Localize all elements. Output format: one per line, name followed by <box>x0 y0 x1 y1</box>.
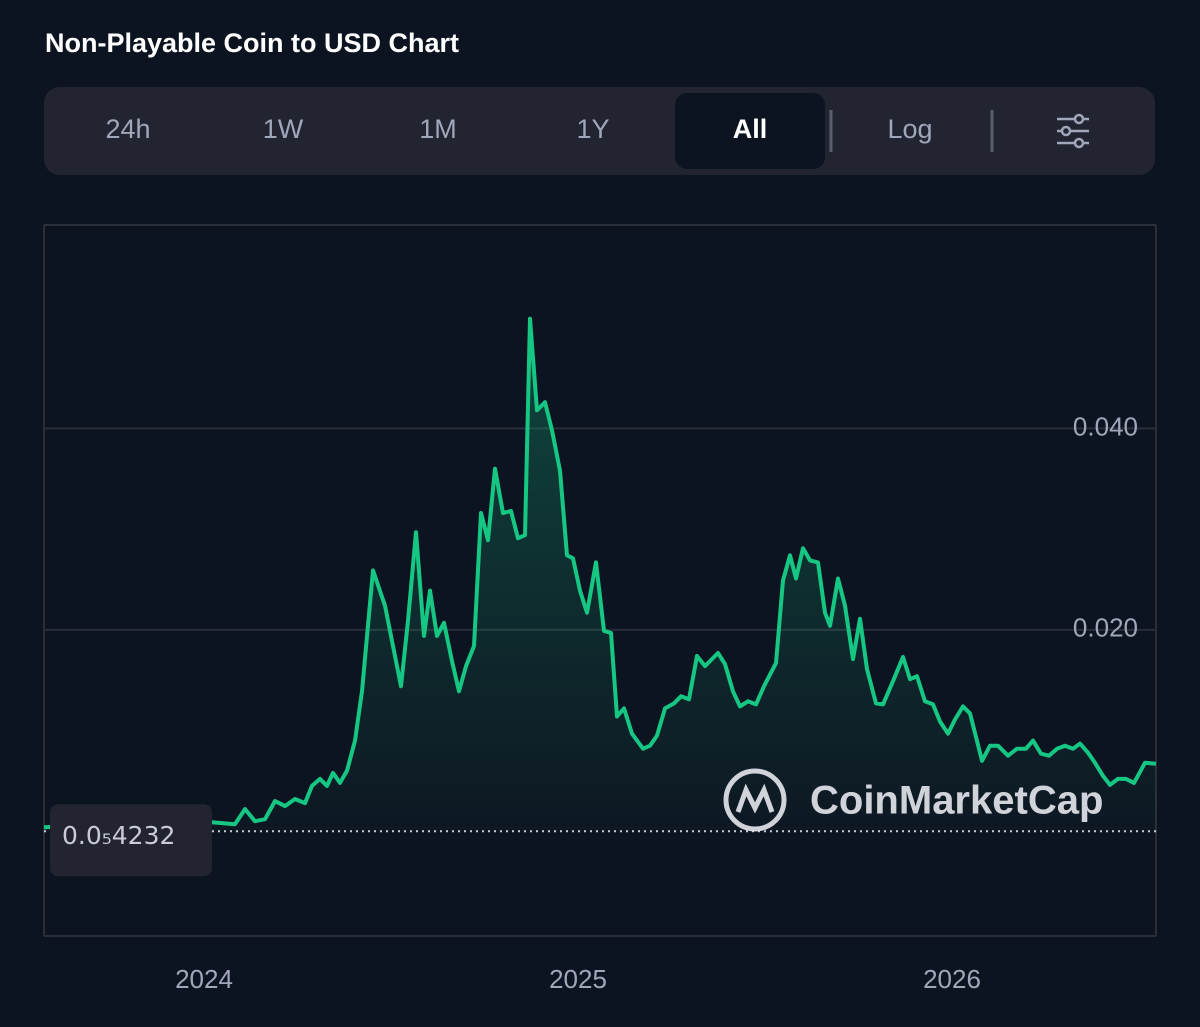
plot: 0.020 0.040 2024 2025 2026 0.0₅4232 <box>43 316 1157 994</box>
y-tick-label: 0.020 <box>1073 613 1138 643</box>
area <box>44 318 1156 832</box>
chart-title: Non-Playable Coin to USD Chart <box>45 28 459 58</box>
settings-icon[interactable] <box>1057 113 1089 149</box>
log-button[interactable]: Log <box>887 114 932 144</box>
range-button[interactable]: 1Y <box>576 114 609 144</box>
toolbar <box>44 87 1155 175</box>
range-button[interactable]: 24h <box>105 114 150 144</box>
x-tick-label: 2025 <box>549 964 607 994</box>
y-tick-label: 0.040 <box>1073 411 1138 441</box>
range-button[interactable]: 1M <box>419 114 457 144</box>
x-tick-label: 2026 <box>923 964 981 994</box>
watermark: CoinMarketCap <box>810 779 1103 823</box>
selected-range-bg <box>675 93 825 169</box>
reference-label: 0.0₅4232 <box>62 821 175 850</box>
x-tick-label: 2024 <box>175 964 233 994</box>
range-button[interactable]: 1W <box>263 114 304 144</box>
watermark-logo <box>723 768 787 832</box>
reference-label-bg <box>50 804 212 877</box>
range-button[interactable]: All <box>733 114 768 144</box>
price-line <box>43 316 1157 830</box>
